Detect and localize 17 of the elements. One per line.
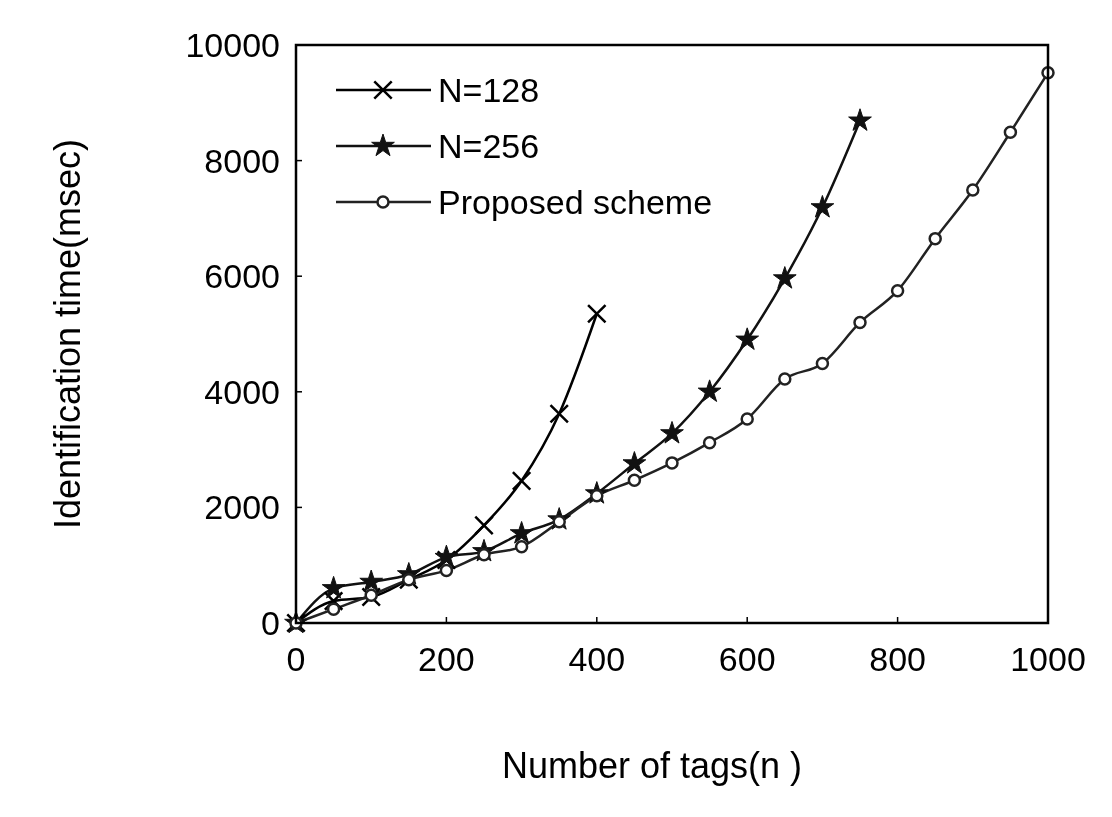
y-tick-label: 8000	[204, 141, 280, 180]
y-tick-label: 2000	[204, 488, 280, 527]
y-tick-label: 4000	[204, 372, 280, 411]
x-tick-label: 1000	[1010, 640, 1086, 678]
y-tick-label: 6000	[204, 257, 280, 296]
legend-label: Proposed scheme	[438, 183, 713, 221]
x-tick-label: 0	[286, 640, 306, 678]
x-tick-label: 200	[418, 640, 475, 678]
x-tick-label: 400	[568, 640, 626, 678]
y-tick-label: 0	[261, 604, 280, 642]
x-tick-label: 600	[718, 640, 776, 678]
legend-label: N=256	[438, 127, 540, 165]
y-tick-label: 10000	[185, 26, 280, 64]
x-axis-title: Number of tags(n )	[501, 745, 803, 786]
x-tick-label: 800	[869, 640, 926, 678]
y-axis-title: Identification time(msec)	[47, 138, 88, 530]
legend-label: N=128	[438, 71, 540, 109]
